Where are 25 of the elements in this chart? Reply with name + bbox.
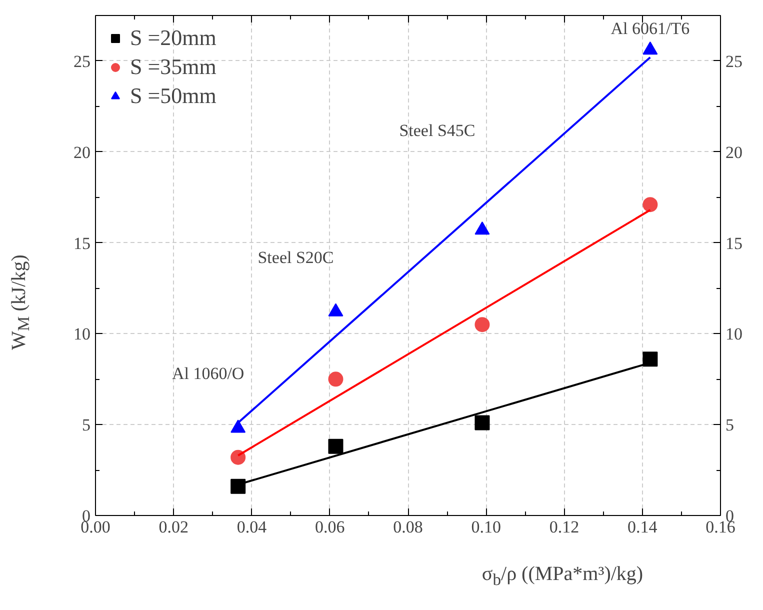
x-axis-title: σ$_{b}$/ρ ((MPa*m³)/kg)	[482, 562, 644, 591]
y-tick-label: 15	[74, 234, 90, 253]
annotation: Steel S45C	[399, 121, 476, 140]
annotation: Al 1060/O	[172, 364, 244, 384]
legend-label: S =35mm	[130, 54, 216, 80]
x-tick-label: 0.04	[236, 518, 268, 536]
y-tick-label: 20	[74, 142, 90, 162]
annotation: Steel S20C	[258, 248, 334, 267]
y2-tick-label: 20	[726, 142, 742, 162]
y2-tick-label: 15	[726, 234, 742, 253]
x-tick-label: 0.02	[158, 518, 188, 536]
y-tick-label: 10	[74, 324, 90, 344]
x-tick-label: 0.12	[549, 518, 580, 536]
legend-label: S =50mm	[130, 83, 216, 109]
y2-tick-label: 5	[726, 416, 734, 435]
y-tick-label: 25	[74, 52, 90, 71]
x-tick-label: 0.14	[628, 518, 658, 536]
x-tick-label: 0.10	[471, 518, 501, 536]
y2-tick-label: 10	[726, 324, 742, 344]
y2-tick-label: 25	[726, 52, 742, 71]
x-tick-label: 0.08	[393, 518, 423, 536]
x-tick-label: 0.06	[315, 518, 345, 536]
y-tick-label: 5	[82, 416, 90, 435]
legend-label: S =20mm	[130, 25, 216, 51]
annotation: Al 6061/T6	[610, 19, 690, 38]
